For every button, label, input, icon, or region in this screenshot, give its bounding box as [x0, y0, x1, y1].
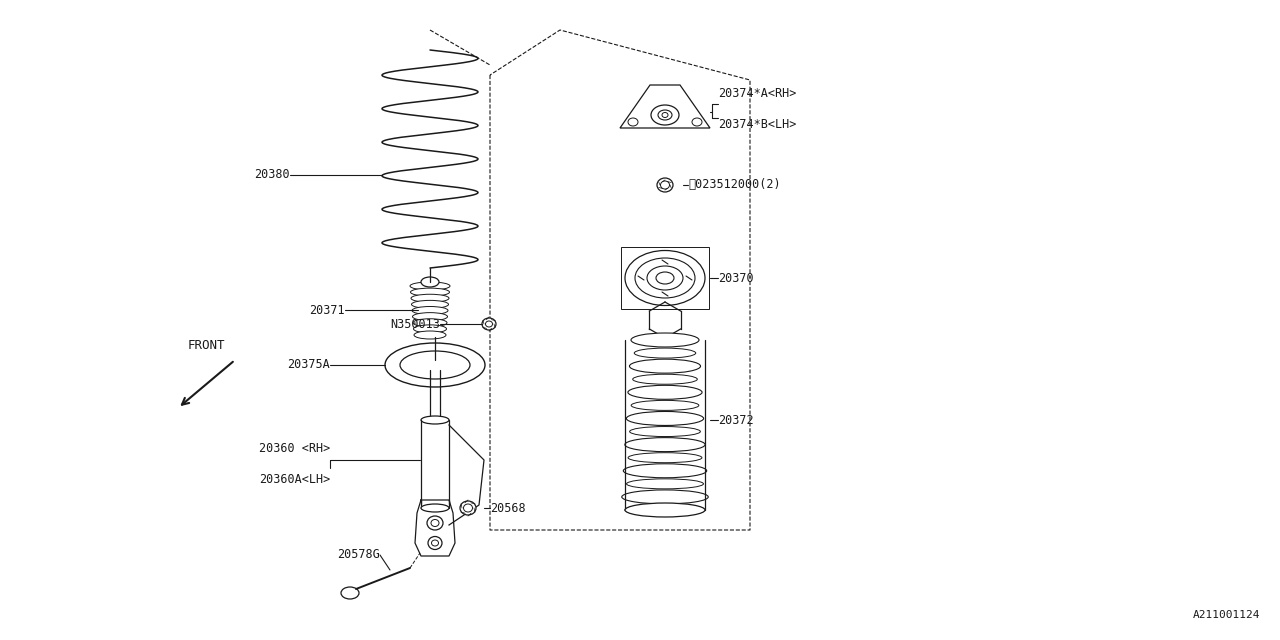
Text: 20374*A<RH>: 20374*A<RH> [718, 87, 796, 100]
Text: 20578G: 20578G [337, 548, 380, 561]
Ellipse shape [692, 118, 701, 126]
Ellipse shape [632, 374, 698, 384]
Text: 20375A: 20375A [287, 358, 330, 371]
Ellipse shape [421, 416, 449, 424]
Ellipse shape [340, 587, 358, 599]
Ellipse shape [428, 536, 442, 550]
Ellipse shape [634, 348, 696, 358]
Ellipse shape [635, 258, 695, 298]
Ellipse shape [626, 412, 704, 426]
Ellipse shape [628, 385, 701, 399]
Text: 20380: 20380 [255, 168, 291, 182]
Ellipse shape [421, 277, 439, 287]
Text: 20360 <RH>: 20360 <RH> [259, 442, 330, 455]
Ellipse shape [411, 294, 449, 302]
Ellipse shape [431, 520, 439, 527]
Text: 20371: 20371 [310, 303, 346, 317]
Ellipse shape [463, 504, 472, 512]
Ellipse shape [625, 250, 705, 305]
Ellipse shape [652, 105, 678, 125]
Ellipse shape [410, 282, 451, 290]
Ellipse shape [631, 401, 699, 410]
Ellipse shape [411, 288, 449, 296]
Ellipse shape [412, 307, 448, 314]
Ellipse shape [657, 272, 675, 284]
Ellipse shape [631, 333, 699, 347]
Ellipse shape [385, 343, 485, 387]
Text: 20370: 20370 [718, 271, 754, 285]
Ellipse shape [413, 325, 447, 333]
Text: 20360A<LH>: 20360A<LH> [259, 473, 330, 486]
Text: ⓝ023512000(2): ⓝ023512000(2) [689, 179, 781, 191]
Ellipse shape [483, 318, 497, 330]
Ellipse shape [646, 266, 684, 290]
Ellipse shape [622, 490, 708, 504]
Text: FRONT: FRONT [187, 339, 225, 352]
Ellipse shape [628, 118, 637, 126]
Ellipse shape [421, 504, 449, 512]
Ellipse shape [460, 501, 476, 515]
Ellipse shape [413, 331, 445, 339]
Ellipse shape [625, 503, 705, 517]
Ellipse shape [662, 113, 668, 118]
Ellipse shape [411, 300, 448, 308]
Text: 20372: 20372 [718, 413, 754, 426]
Ellipse shape [413, 319, 447, 327]
Ellipse shape [399, 351, 470, 379]
Ellipse shape [658, 110, 672, 120]
Text: 20374*B<LH>: 20374*B<LH> [718, 118, 796, 131]
Ellipse shape [431, 540, 439, 546]
Bar [621, 247, 709, 309]
Ellipse shape [630, 359, 700, 373]
Ellipse shape [630, 426, 700, 436]
Ellipse shape [660, 181, 669, 189]
Ellipse shape [628, 452, 701, 463]
Ellipse shape [623, 464, 707, 478]
Polygon shape [620, 85, 710, 128]
Ellipse shape [626, 479, 704, 489]
Text: 20568: 20568 [490, 502, 526, 515]
Ellipse shape [625, 438, 705, 452]
Ellipse shape [485, 321, 493, 327]
Text: A211001124: A211001124 [1193, 610, 1260, 620]
Ellipse shape [657, 178, 673, 192]
Ellipse shape [412, 312, 448, 321]
Text: N350013: N350013 [390, 317, 440, 330]
Ellipse shape [428, 516, 443, 530]
Ellipse shape [625, 505, 705, 515]
